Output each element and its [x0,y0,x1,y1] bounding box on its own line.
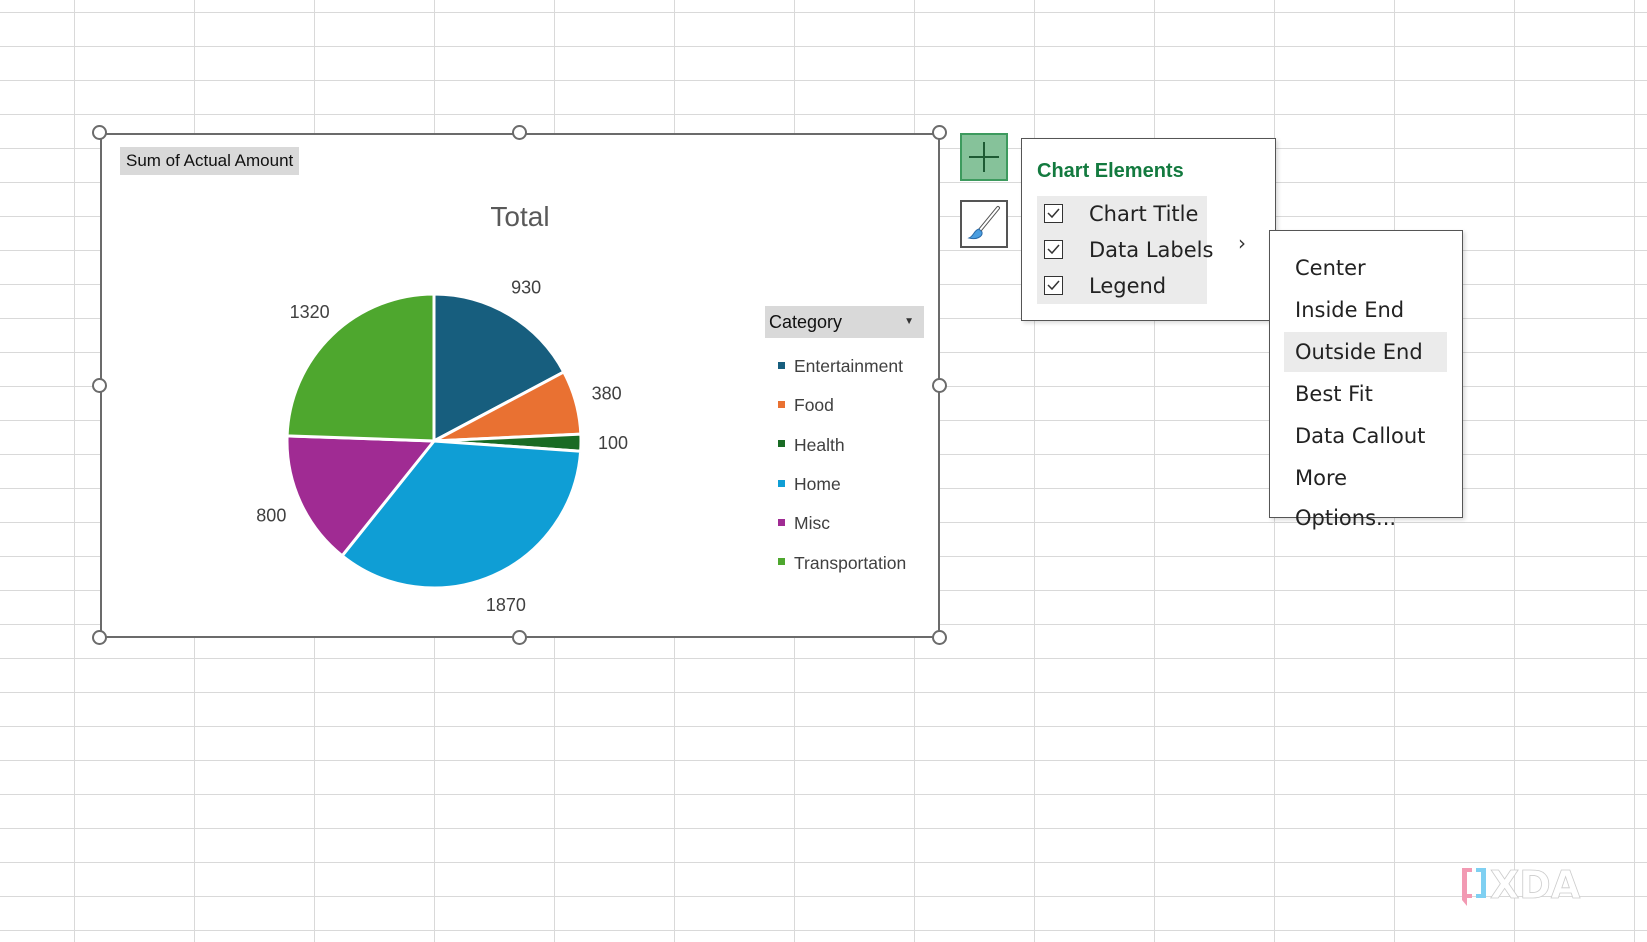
legend-item[interactable]: Entertainment [778,356,903,377]
xda-logo: XDA [1462,863,1581,907]
legend-label: Health [794,434,845,455]
pie-slice-transportation[interactable] [285,292,436,443]
pie-chart[interactable]: Sum of Actual Amount Total 930 380 100 1870… [100,133,940,638]
legend-swatch [778,479,785,487]
data-label[interactable]: 380 [592,384,622,404]
menu-item-best-fit[interactable]: Best Fit [1295,382,1373,406]
legend-label: Entertainment [794,356,903,376]
menu-item-more-options[interactable]: More Options... [1295,466,1397,530]
legend-item[interactable]: Transportation [778,553,906,574]
pie-plot-area: 930 380 100 1870 800 1320 [256,278,628,615]
pie-slice-home[interactable] [340,439,583,590]
dropdown-arrow-icon: ▼ [904,316,914,327]
data-labels-submenu: Center Inside End Outside End Best Fit Data … [1269,230,1463,530]
legend-swatch [778,361,785,369]
checkbox-checked-icon[interactable] [1044,240,1063,259]
legend-swatch [778,558,785,566]
legend-item[interactable]: Home [778,474,841,495]
chart-title[interactable]: Total [490,201,550,232]
plus-icon [969,142,999,172]
category-filter-button[interactable]: Category ▼ [765,306,924,338]
legend-item[interactable]: Health [778,435,845,456]
data-labels-label: Data Labels [1089,238,1214,262]
value-field-button[interactable]: Sum of Actual Amount [120,147,300,175]
chart-styles-button[interactable] [960,200,1008,248]
chevron-right-icon[interactable]: › [1238,231,1246,255]
resize-handle-top-right[interactable] [932,125,947,140]
resize-handle-bottom-left[interactable] [92,630,107,645]
data-label[interactable]: 100 [598,433,628,453]
resize-handle-bottom-right[interactable] [932,630,947,645]
legend-toggle[interactable]: Legend [1044,268,1244,304]
legend-label: Misc [794,513,830,534]
menu-item-data-callout[interactable]: Data Callout [1295,424,1426,448]
chart-elements-panel: Chart Elements Chart Title Data Labels L… [1021,138,1276,321]
menu-item-outside-end[interactable]: Outside End [1284,332,1447,372]
data-label[interactable]: 800 [256,506,286,526]
legend-item[interactable]: Food [778,395,834,416]
pie-slice-misc[interactable] [285,434,438,558]
legend-swatch [778,401,785,409]
chart-elements-button[interactable] [960,133,1008,181]
svg-text:XDA: XDA [1490,863,1581,907]
resize-handle-top[interactable] [512,125,527,140]
chart-title-label: Chart Title [1089,202,1199,226]
data-labels-toggle[interactable]: Data Labels [1044,232,1244,268]
legend-swatch [778,440,785,448]
panel-title: Chart Elements [1037,160,1184,182]
data-label[interactable]: 1320 [290,302,330,322]
resize-handle-right[interactable] [932,378,947,393]
pie-slice-entertainment[interactable] [432,292,566,444]
legend-label: Home [794,473,841,494]
legend-label: Food [794,395,834,416]
chart-title-toggle[interactable]: Chart Title [1044,196,1244,232]
data-label[interactable]: 930 [511,278,541,298]
resize-handle-top-left[interactable] [92,125,107,140]
resize-handle-bottom[interactable] [512,630,527,645]
legend-label: Legend [1089,274,1167,298]
legend-label: Transportation [794,552,907,573]
legend-swatch [778,519,785,527]
resize-handle-left[interactable] [92,378,107,393]
paintbrush-icon [967,206,1000,240]
checkbox-checked-icon[interactable] [1044,204,1063,223]
legend-title: Category [769,312,843,332]
menu-item-inside-end[interactable]: Inside End [1295,298,1405,322]
checkbox-checked-icon[interactable] [1044,276,1063,295]
data-label[interactable]: 1870 [486,595,526,615]
legend-item[interactable]: Misc [778,513,830,534]
menu-item-center[interactable]: Center [1295,256,1366,280]
